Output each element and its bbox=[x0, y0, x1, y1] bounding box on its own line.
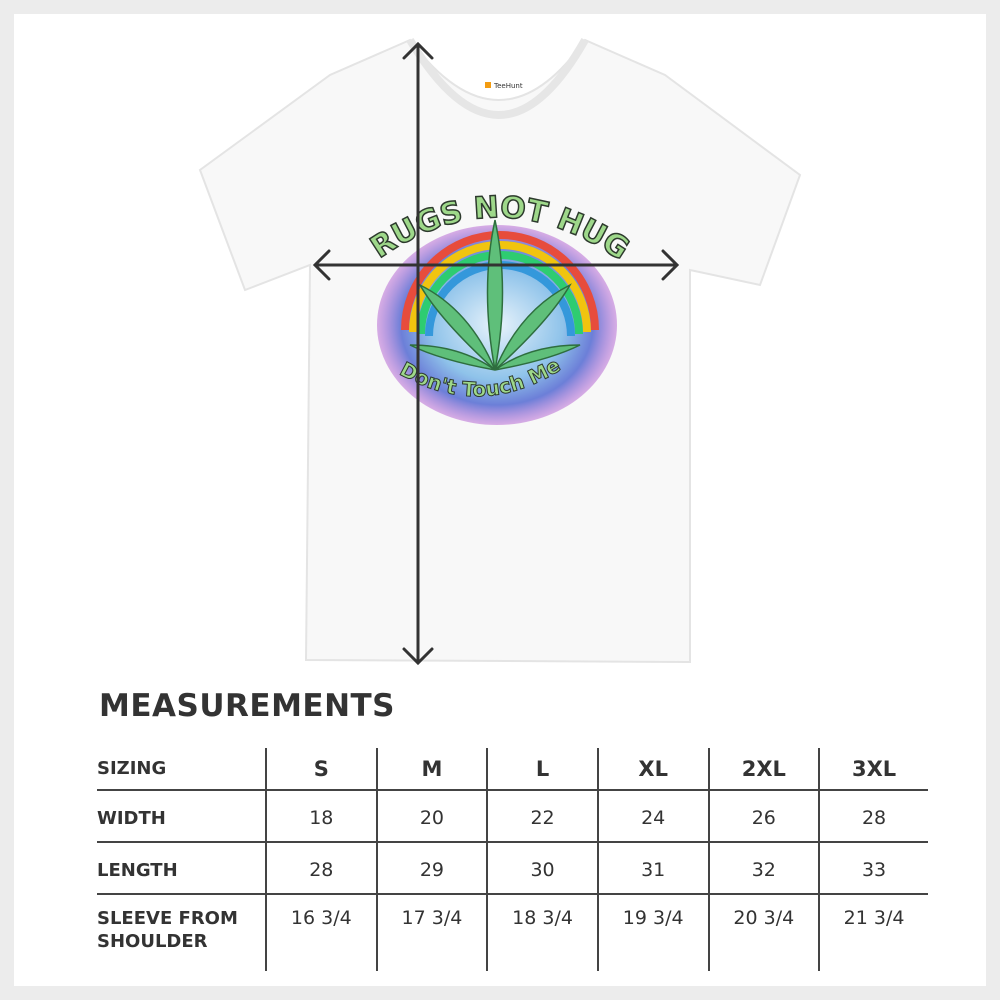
tshirt-illustration: TeeHunt DRUGS NOT HUGS Don't Touch Me bbox=[0, 0, 802, 666]
row-label: WIDTH bbox=[97, 807, 166, 829]
length-arrow bbox=[402, 41, 434, 666]
table-cell: 28 bbox=[818, 790, 928, 842]
header-cell: 3XL bbox=[818, 748, 928, 790]
table-cell: 33 bbox=[818, 842, 928, 894]
table-row: LENGTH 28 29 30 31 32 33 bbox=[97, 842, 928, 894]
header-cell: M bbox=[375, 748, 488, 790]
header-cell: SIZING bbox=[97, 758, 167, 779]
table-cell: 22 bbox=[486, 790, 598, 842]
table-cell: 16 3/4 bbox=[265, 894, 377, 971]
table-cell: 19 3/4 bbox=[596, 894, 709, 971]
table-cell: 28 bbox=[265, 842, 377, 894]
width-arrow bbox=[312, 249, 680, 281]
table-cell: 31 bbox=[596, 842, 709, 894]
table-cell: 18 bbox=[265, 790, 377, 842]
table-cell: 24 bbox=[596, 790, 709, 842]
table-cell: 20 3/4 bbox=[707, 894, 820, 971]
header-cell: S bbox=[265, 748, 377, 790]
table-cell: 32 bbox=[707, 842, 820, 894]
tshirt-collar bbox=[406, 37, 589, 119]
table-header-row: SIZING S M L XL 2XL 3XL bbox=[97, 748, 928, 790]
table-cell: 18 3/4 bbox=[486, 894, 598, 971]
table-cell: 20 bbox=[375, 790, 488, 842]
table-cell: 29 bbox=[375, 842, 488, 894]
header-cell: 2XL bbox=[707, 748, 820, 790]
table-row: WIDTH 18 20 22 24 26 28 bbox=[97, 790, 928, 842]
table-cell: 30 bbox=[486, 842, 598, 894]
table-cell: 17 3/4 bbox=[375, 894, 488, 971]
measurements-title: MEASUREMENTS bbox=[99, 688, 396, 724]
table-cell: 21 3/4 bbox=[818, 894, 928, 971]
leaf-icon bbox=[409, 219, 581, 371]
row-label: SLEEVE FROM SHOULDER bbox=[97, 908, 238, 952]
table-row: SLEEVE FROM SHOULDER 16 3/4 17 3/4 18 3/… bbox=[97, 894, 928, 971]
svg-text:TeeHunt: TeeHunt bbox=[493, 82, 523, 90]
row-label: LENGTH bbox=[97, 859, 178, 881]
table-cell: 26 bbox=[707, 790, 820, 842]
header-cell: XL bbox=[596, 748, 709, 790]
size-chart-table: SIZING S M L XL 2XL 3XL WIDTH 18 20 22 2… bbox=[97, 748, 928, 971]
header-cell: L bbox=[486, 748, 598, 790]
neck-label: TeeHunt bbox=[485, 82, 523, 90]
